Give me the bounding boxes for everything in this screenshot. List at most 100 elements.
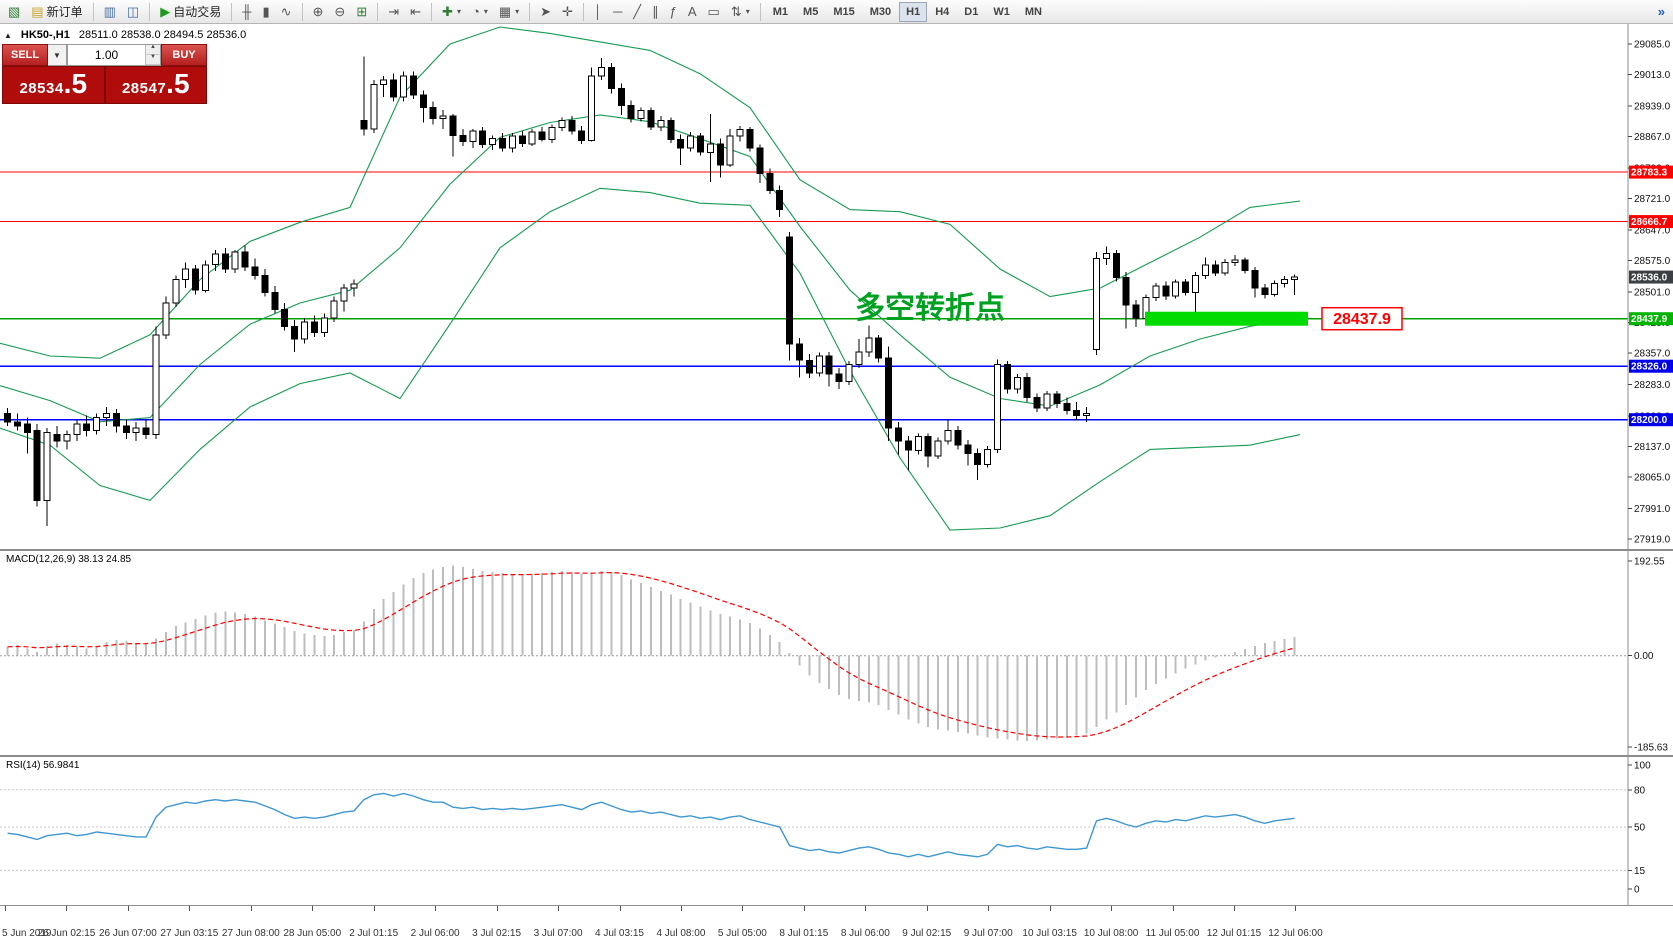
timeframe-h1-button[interactable]: H1: [899, 1, 928, 22]
cursor-button[interactable]: ➤: [535, 2, 556, 22]
periods-button[interactable]: ◔ ▾: [467, 2, 493, 22]
candlesticks: [4, 56, 1298, 526]
time-tick: [1295, 906, 1297, 911]
chart-bars-button[interactable]: ╫: [237, 2, 256, 22]
auto-scroll-icon: ⇥: [388, 4, 400, 19]
price-chart[interactable]: 多空转折点 28437.9 29085.0 29013.0 28939.0 28867.0…: [0, 24, 1673, 549]
time-label: 4 Jul 03:15: [595, 928, 644, 939]
chart-shift-button[interactable]: ⇤: [405, 2, 426, 22]
time-tick: [742, 906, 744, 911]
timeframe-mn-button[interactable]: MN: [1018, 2, 1049, 22]
svg-text:80: 80: [1634, 785, 1646, 796]
time-tick: [250, 906, 252, 911]
volume-spinner[interactable]: ▲ ▼: [145, 44, 160, 65]
equidistant-channel-button[interactable]: ∥: [647, 2, 664, 22]
add-indicator-icon: ✚: [442, 4, 453, 19]
zone-price-label-box[interactable]: [1321, 306, 1403, 331]
time-tick: [1234, 906, 1235, 911]
spin-up-icon[interactable]: ▲: [146, 44, 160, 55]
add-indicator-button[interactable]: ✚ ▾: [437, 2, 466, 22]
one-click-collapse-icon[interactable]: ▲: [4, 30, 12, 40]
crosshair-button[interactable]: ✛: [557, 2, 578, 22]
periods-dropdown-icon[interactable]: ▾: [483, 7, 488, 16]
time-axis[interactable]: 5 Jun 2019 26 Jun 02:15 26 Jun 07:00 27 Jun…: [0, 905, 1673, 947]
auto-scroll-button[interactable]: ⇥: [383, 2, 404, 22]
new-chart-button[interactable]: ▧: [3, 2, 25, 22]
arrow-tools-button[interactable]: ⇅ ▾: [726, 2, 755, 22]
time-tick: [1049, 906, 1051, 911]
autotrading-button[interactable]: ▶ 自动交易: [155, 2, 226, 22]
trendline-button[interactable]: ╱: [628, 2, 646, 22]
market-watch-button[interactable]: ▥: [99, 2, 121, 22]
support-zone-rect[interactable]: [1145, 311, 1308, 326]
new-order-button[interactable]: ▤ 新订单: [26, 2, 87, 22]
time-label: 3 Jul 02:15: [472, 928, 522, 939]
time-label: 26 Jun 02:15: [37, 928, 96, 939]
chart-line-button[interactable]: ∿: [276, 2, 297, 22]
annotation-text[interactable]: 多空转折点: [855, 292, 1005, 325]
svg-text:192.55: 192.55: [1634, 557, 1665, 568]
time-tick: [1111, 906, 1113, 911]
add-indicator-dropdown-icon[interactable]: ▾: [456, 7, 461, 16]
buy-button[interactable]: BUY: [161, 44, 207, 66]
fibonacci-button[interactable]: ƒ: [665, 2, 682, 22]
rsi-chart[interactable]: 100 80 50 15 0: [0, 757, 1673, 905]
time-tick: [312, 906, 314, 911]
zoom-out-button[interactable]: ⊖: [329, 2, 350, 22]
macd-chart[interactable]: 192.55 0.00 -185.63: [0, 551, 1673, 755]
macd-scale[interactable]: 192.55 0.00 -185.63: [1628, 557, 1668, 754]
periods-icon: ◔: [471, 4, 480, 19]
bollinger-lower-band: [0, 187, 1301, 531]
vertical-line-icon: │: [593, 4, 603, 19]
rsi-scale[interactable]: 100 80 50 15 0: [1628, 761, 1651, 896]
symbol-timeframe-label: HK50-,H1: [20, 29, 70, 41]
price-scale[interactable]: 29085.029013.028939.028867.028793.028721…: [1628, 40, 1671, 546]
spin-down-icon[interactable]: ▼: [146, 54, 160, 65]
timeframe-d1-button[interactable]: D1: [957, 2, 985, 22]
buy-price-display[interactable]: 28547.5: [104, 66, 207, 104]
timeframe-m30-button[interactable]: M30: [863, 2, 898, 22]
chart-candles-button[interactable]: ▮: [257, 2, 274, 22]
symbol-info: ▲ HK50-,H1 28511.0 28538.0 28494.5 28536…: [4, 29, 246, 41]
sell-price-display[interactable]: 28534.5: [2, 66, 105, 104]
zoom-in-button[interactable]: ⊕: [308, 2, 329, 22]
arrow-tools-icon: ⇅: [730, 4, 742, 19]
time-tick: [680, 906, 682, 911]
order-type-dropdown[interactable]: ▼: [48, 44, 67, 66]
text-button[interactable]: A: [683, 2, 702, 22]
timeframe-m5-button[interactable]: M5: [796, 2, 825, 22]
main-toolbar: ▧ ▤ 新订单 ▥ ◫ ▶ 自动交易 ╫ ▮ ∿ ⊕ ⊖ ⊞ ⇥ ⇤ ✚ ▾ ◔ ▾ ▦ ▾ ➤ ✛ │ ─ ╱ ∥ ƒ A ▭ ⇅ ▾ M1 M…: [0, 0, 1673, 24]
time-label: 10 Jul 03:15: [1022, 928, 1077, 939]
templates-dropdown-icon[interactable]: ▾: [515, 7, 520, 16]
macd-pane: 192.55 0.00 -185.63 MACD(12,26,9) 38.13 24…: [0, 549, 1673, 755]
time-tick: [1172, 906, 1174, 911]
templates-button[interactable]: ▦ ▾: [494, 2, 524, 22]
toolbar-separator: [149, 2, 151, 21]
time-tick: [5, 906, 6, 911]
horizontal-line-button[interactable]: ─: [608, 2, 627, 22]
timeframe-m15-button[interactable]: M15: [826, 2, 861, 22]
horizontal-line-icon: ─: [613, 4, 623, 19]
timeframe-m1-button[interactable]: M1: [766, 2, 795, 22]
time-tick: [189, 906, 191, 911]
time-label: 12 Jul 01:15: [1206, 928, 1262, 939]
equidistant-channel-icon: ∥: [652, 4, 659, 19]
toolbar-separator: [301, 2, 303, 21]
navigator-button[interactable]: ◫: [122, 2, 144, 22]
sell-price-main: 28534: [19, 80, 64, 97]
vertical-line-button[interactable]: │: [589, 2, 607, 22]
zoom-out-icon: ⊖: [334, 4, 346, 19]
indicator-list-button[interactable]: ⊞: [351, 2, 372, 22]
time-tick: [127, 906, 129, 911]
volume-input[interactable]: [68, 45, 145, 65]
bollinger-middle-band: [0, 114, 1301, 423]
toolbar-overflow-button[interactable]: »: [1653, 2, 1670, 22]
time-tick: [619, 906, 621, 911]
timeframe-w1-button[interactable]: W1: [986, 2, 1017, 22]
trendline-icon: ╱: [633, 4, 642, 19]
arrow-tools-dropdown-icon[interactable]: ▾: [745, 7, 750, 16]
timeframe-h4-button[interactable]: H4: [928, 2, 956, 22]
toolbar-separator: [92, 2, 94, 21]
sell-button[interactable]: SELL: [2, 44, 48, 66]
text-label-button[interactable]: ▭: [703, 2, 725, 22]
